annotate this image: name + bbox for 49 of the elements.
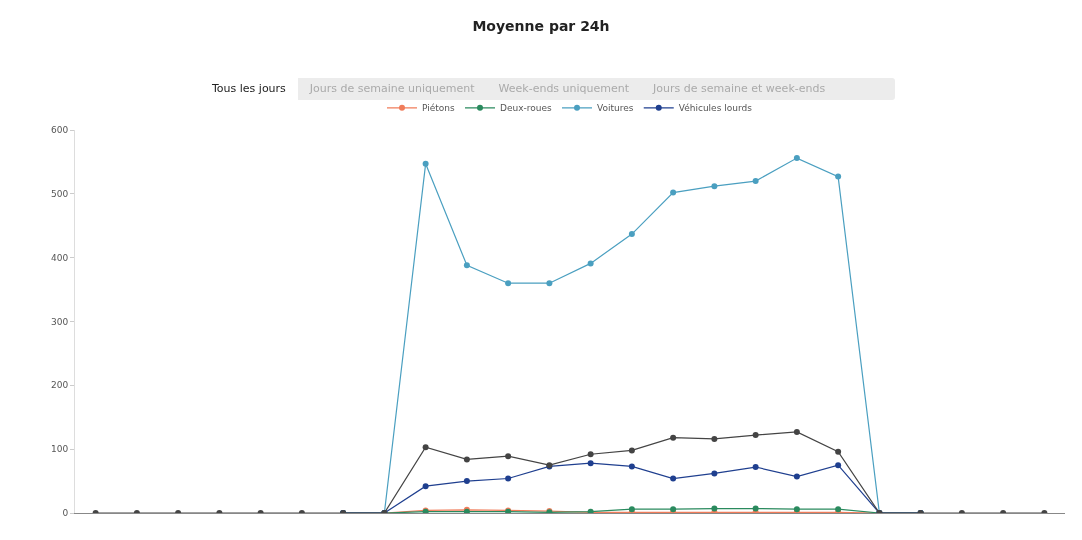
point — [587, 260, 594, 267]
point — [463, 262, 470, 269]
point — [711, 435, 718, 442]
chart-title: Moyenne par 24h — [471, 18, 611, 34]
legend-label: Voitures — [597, 103, 634, 114]
text: Jours de semaine uniquement — [308, 81, 476, 97]
point — [505, 475, 512, 482]
point — [628, 447, 635, 454]
point — [793, 428, 800, 435]
point — [835, 462, 842, 469]
text: Jours de semaine et week-ends — [651, 81, 827, 97]
y-tick-label: 300 — [51, 316, 69, 327]
y-tick-label: 500 — [51, 188, 69, 199]
point — [463, 456, 470, 463]
point — [711, 183, 718, 190]
legend-label: Véhicules lourds — [678, 103, 753, 114]
point — [670, 434, 677, 441]
point — [711, 505, 718, 512]
point — [587, 451, 594, 458]
text: Week-ends uniquement — [497, 81, 631, 97]
legend-label: Deux-roues — [500, 103, 552, 114]
y-tick-label: 600 — [51, 125, 69, 136]
point — [628, 463, 635, 470]
point — [835, 448, 842, 455]
point — [752, 432, 759, 439]
point — [422, 160, 429, 167]
point — [752, 464, 759, 471]
point — [628, 231, 635, 238]
point — [670, 475, 677, 482]
y-tick-label: 0 — [62, 508, 69, 519]
point — [422, 444, 429, 451]
point — [793, 473, 800, 480]
point — [587, 460, 594, 467]
point — [422, 483, 429, 490]
y-tick-label: 200 — [51, 380, 69, 391]
point — [546, 280, 553, 287]
point — [711, 470, 718, 477]
point — [752, 178, 759, 185]
point — [752, 505, 759, 512]
point — [463, 478, 470, 485]
legend-label: Piétons — [422, 103, 456, 114]
point — [505, 453, 512, 460]
point — [835, 173, 842, 180]
y-tick-label: 100 — [51, 444, 69, 455]
point — [505, 280, 512, 287]
text: Tous les jours — [200, 78, 298, 100]
point — [670, 189, 677, 196]
point — [793, 155, 800, 162]
y-tick-label: 400 — [51, 252, 69, 263]
